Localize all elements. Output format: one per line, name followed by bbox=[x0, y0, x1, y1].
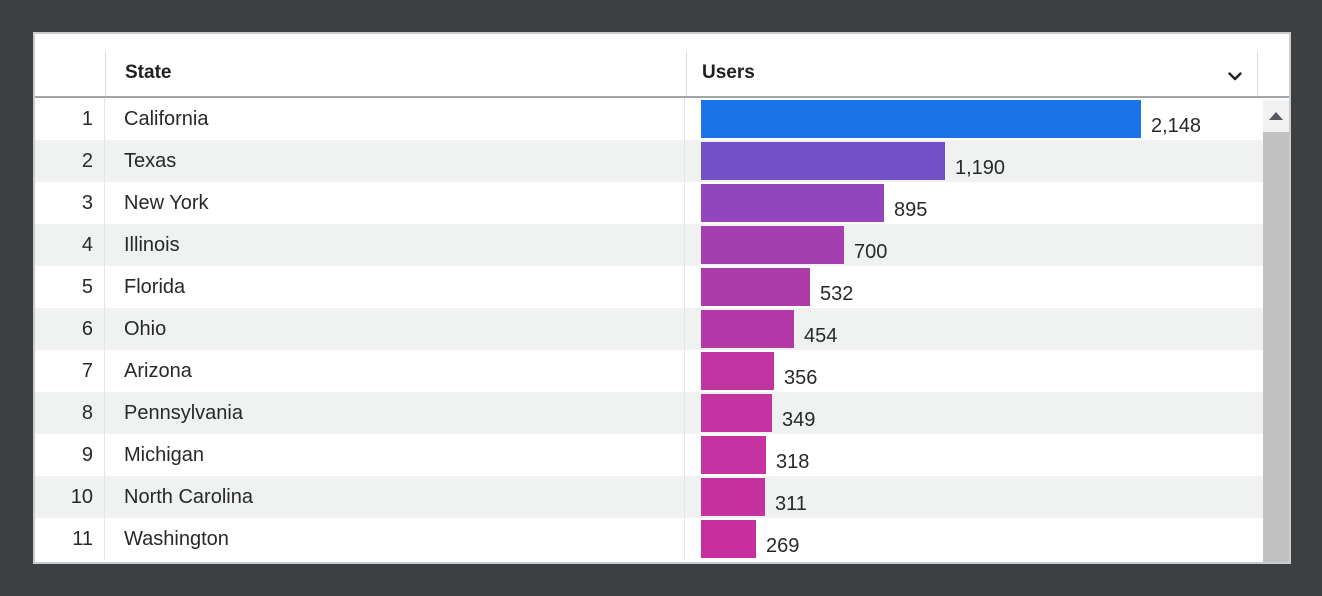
users-value: 318 bbox=[776, 450, 810, 473]
users-value: 895 bbox=[894, 198, 928, 221]
table-row[interactable]: 2 Texas 1,190 bbox=[35, 140, 1289, 182]
row-users: 311 bbox=[685, 476, 1289, 518]
row-state: New York bbox=[105, 182, 685, 224]
table-row[interactable]: 11 Washington 269 bbox=[35, 518, 1289, 560]
row-users: 895 bbox=[685, 182, 1289, 224]
users-value: 454 bbox=[804, 324, 838, 347]
users-bar bbox=[701, 352, 774, 390]
table-row[interactable]: 6 Ohio 454 bbox=[35, 308, 1289, 350]
row-users: 349 bbox=[685, 392, 1289, 434]
row-rank: 5 bbox=[35, 266, 105, 308]
row-state: Illinois bbox=[105, 224, 685, 266]
row-state: Washington bbox=[105, 518, 685, 560]
users-value: 700 bbox=[854, 240, 888, 263]
row-state: Michigan bbox=[105, 434, 685, 476]
row-rank: 9 bbox=[35, 434, 105, 476]
row-state: Arizona bbox=[105, 350, 685, 392]
users-bar bbox=[701, 310, 794, 348]
scroll-up-arrow-icon bbox=[1269, 112, 1283, 120]
row-rank: 6 bbox=[35, 308, 105, 350]
users-value: 356 bbox=[784, 366, 818, 389]
table-row[interactable]: 8 Pennsylvania 349 bbox=[35, 392, 1289, 434]
row-rank: 1 bbox=[35, 98, 105, 140]
row-users: 356 bbox=[685, 350, 1289, 392]
row-state: Texas bbox=[105, 140, 685, 182]
row-rank: 3 bbox=[35, 182, 105, 224]
row-rank: 8 bbox=[35, 392, 105, 434]
header-cell-users[interactable]: Users bbox=[686, 34, 1289, 96]
users-bar bbox=[701, 520, 756, 558]
header-label-state: State bbox=[125, 62, 172, 83]
row-users: 454 bbox=[685, 308, 1289, 350]
table-row[interactable]: 10 North Carolina 311 bbox=[35, 476, 1289, 518]
row-users: 318 bbox=[685, 434, 1289, 476]
row-rank: 11 bbox=[35, 518, 105, 560]
users-bar bbox=[701, 436, 766, 474]
table-body: 1 California 2,148 2 Texas 1,190 3 New Y… bbox=[35, 98, 1289, 560]
users-bar bbox=[701, 394, 772, 432]
chevron-down-icon[interactable] bbox=[1223, 64, 1247, 88]
table-header: State Users bbox=[35, 34, 1289, 98]
table-row[interactable]: 5 Florida 532 bbox=[35, 266, 1289, 308]
row-users: 2,148 bbox=[685, 98, 1289, 140]
row-state: Florida bbox=[105, 266, 685, 308]
table-row[interactable]: 4 Illinois 700 bbox=[35, 224, 1289, 266]
row-rank: 10 bbox=[35, 476, 105, 518]
table-row[interactable]: 9 Michigan 318 bbox=[35, 434, 1289, 476]
users-bar bbox=[701, 226, 844, 264]
row-state: Pennsylvania bbox=[105, 392, 685, 434]
row-users: 269 bbox=[685, 518, 1289, 560]
header-cell-rank bbox=[35, 34, 105, 96]
users-bar bbox=[701, 100, 1141, 138]
users-value: 532 bbox=[820, 282, 854, 305]
row-users: 700 bbox=[685, 224, 1289, 266]
scroll-up-button[interactable] bbox=[1263, 100, 1289, 132]
users-bar bbox=[701, 142, 945, 180]
table-row[interactable]: 7 Arizona 356 bbox=[35, 350, 1289, 392]
header-cell-state[interactable]: State bbox=[105, 34, 686, 96]
users-value: 1,190 bbox=[955, 156, 1006, 179]
table-row[interactable]: 1 California 2,148 bbox=[35, 98, 1289, 140]
users-by-state-table: State Users 1 California 2,148 bbox=[33, 32, 1291, 564]
row-state: Ohio bbox=[105, 308, 685, 350]
row-state: North Carolina bbox=[105, 476, 685, 518]
header-label-users: Users bbox=[702, 62, 755, 83]
users-value: 2,148 bbox=[1151, 114, 1202, 137]
column-divider bbox=[686, 52, 687, 96]
scrollbar-thumb[interactable] bbox=[1263, 132, 1289, 562]
column-divider bbox=[1257, 52, 1258, 96]
vertical-scrollbar[interactable] bbox=[1263, 100, 1289, 562]
users-value: 311 bbox=[775, 492, 807, 515]
table-row[interactable]: 3 New York 895 bbox=[35, 182, 1289, 224]
row-rank: 7 bbox=[35, 350, 105, 392]
users-bar bbox=[701, 478, 765, 516]
row-state: California bbox=[105, 98, 685, 140]
users-bar bbox=[701, 184, 884, 222]
column-divider bbox=[105, 52, 106, 96]
users-bar bbox=[701, 268, 810, 306]
row-rank: 4 bbox=[35, 224, 105, 266]
users-value: 269 bbox=[766, 534, 800, 557]
users-value: 349 bbox=[782, 408, 816, 431]
row-users: 532 bbox=[685, 266, 1289, 308]
row-users: 1,190 bbox=[685, 140, 1289, 182]
row-rank: 2 bbox=[35, 140, 105, 182]
